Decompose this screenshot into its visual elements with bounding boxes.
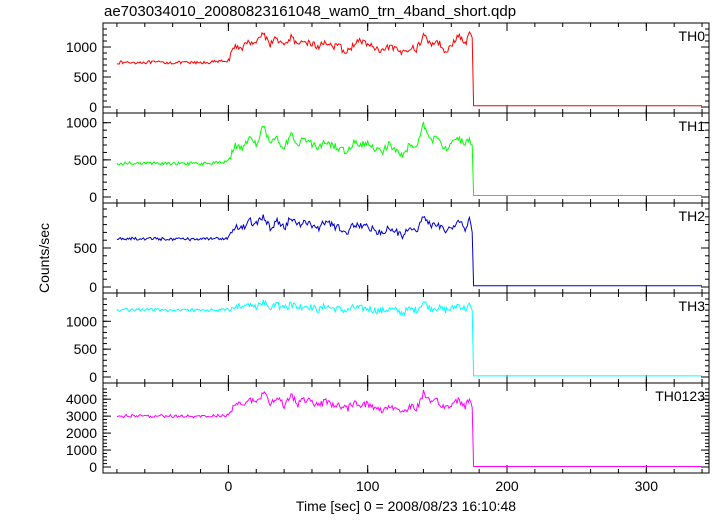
y-tick-label-TH0123: 3000 — [66, 408, 97, 424]
panel-frame-TH2 — [102, 202, 710, 294]
y-tick-label-TH0123: 0 — [89, 459, 97, 475]
y-tick-label-TH0123: 4000 — [66, 391, 97, 407]
panel-label-TH3: TH3 — [679, 298, 706, 314]
x-tick-label: 300 — [635, 478, 659, 494]
series-line-TH2 — [116, 214, 702, 287]
series-line-TH1 — [116, 121, 702, 196]
y-tick-label-TH2: 500 — [74, 240, 98, 256]
series-line-TH0 — [116, 30, 702, 107]
y-tick-label-TH3: 0 — [89, 369, 97, 385]
y-tick-label-TH3: 500 — [74, 341, 98, 357]
panel-frame-TH3 — [102, 292, 710, 384]
x-tick-label: 100 — [356, 478, 380, 494]
series-line-TH0123 — [116, 389, 702, 467]
y-tick-label-TH3: 1000 — [66, 313, 97, 329]
panel-label-TH0: TH0 — [679, 28, 706, 44]
y-axis-label: Counts/sec — [36, 222, 52, 294]
y-tick-label-TH2: 0 — [89, 279, 97, 295]
panel-label-TH2: TH2 — [679, 208, 706, 224]
panel-frame-TH1 — [102, 112, 710, 204]
y-tick-label-TH1: 500 — [74, 152, 98, 168]
x-axis-label: Time [sec] 0 = 2008/08/23 16:10:48 — [295, 498, 517, 514]
series-line-TH3 — [116, 299, 702, 377]
panel-label-TH1: TH1 — [679, 118, 706, 134]
y-tick-label-TH0123: 2000 — [66, 425, 97, 441]
y-tick-label-TH0: 500 — [74, 69, 98, 85]
x-tick-label: 0 — [224, 478, 232, 494]
panel-frame-TH0123 — [102, 382, 710, 474]
panel-label-TH0123: TH0123 — [655, 388, 705, 404]
y-tick-label-TH0123: 1000 — [66, 442, 97, 458]
x-tick-label: 200 — [495, 478, 519, 494]
y-tick-label-TH1: 1000 — [66, 115, 97, 131]
panel-frame-TH0 — [102, 22, 710, 114]
y-tick-label-TH1: 0 — [89, 189, 97, 205]
y-tick-label-TH0: 0 — [89, 99, 97, 115]
chart-title: ae703034010_20080823161048_wam0_trn_4ban… — [104, 3, 517, 20]
y-tick-label-TH0: 1000 — [66, 39, 97, 55]
